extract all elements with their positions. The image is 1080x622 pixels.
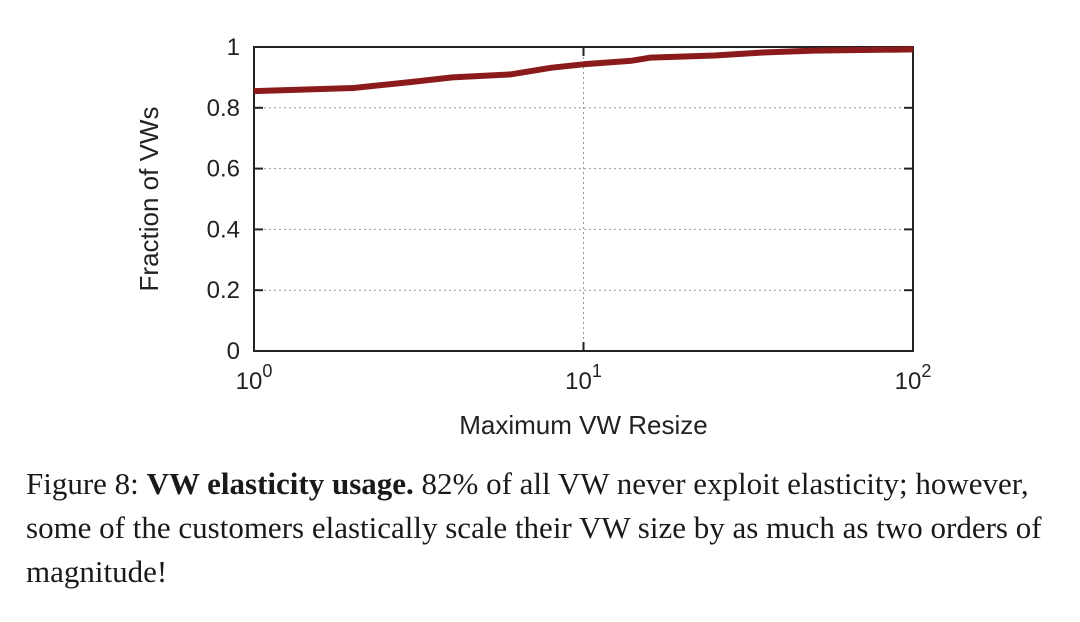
- figure-caption: Figure 8: VW elasticity usage. 82% of al…: [26, 462, 1056, 594]
- y-tick-label: 0.4: [207, 216, 240, 243]
- y-tick-label: 1: [227, 34, 240, 61]
- caption-prefix: Figure 8:: [26, 466, 147, 501]
- x-tick-label: 102: [895, 361, 932, 395]
- series-line: [253, 46, 914, 95]
- grid: [254, 47, 913, 351]
- x-tick-label: 101: [565, 361, 602, 395]
- y-axis-label: Fraction of VWs: [134, 107, 164, 292]
- chart: 0 0.2 0.4 0.6 0.8 1 100 101 102 Maximum VW Resiz…: [134, 34, 932, 440]
- caption-body: 82% of all VW never exploit elasticity; …: [26, 466, 1042, 589]
- y-tick-label: 0.8: [207, 95, 240, 122]
- ticks: 0 0.2 0.4 0.6 0.8 1 100 101 102: [207, 34, 932, 395]
- x-tick-label: 100: [236, 361, 273, 395]
- y-tick-label: 0.2: [207, 277, 240, 304]
- x-axis-label: Maximum VW Resize: [459, 410, 707, 440]
- chart-svg: 0 0.2 0.4 0.6 0.8 1 100 101 102 Maximum VW Resiz…: [134, 34, 932, 440]
- y-tick-label: 0.6: [207, 156, 240, 183]
- caption-bold: VW elasticity usage.: [146, 466, 414, 501]
- series: [253, 46, 914, 95]
- y-tick-label: 0: [227, 338, 240, 365]
